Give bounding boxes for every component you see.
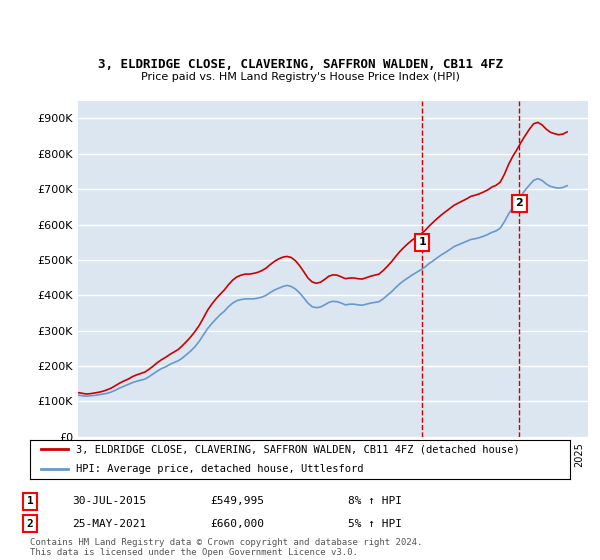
Text: 8% ↑ HPI: 8% ↑ HPI — [348, 496, 402, 506]
Text: 25-MAY-2021: 25-MAY-2021 — [72, 519, 146, 529]
Text: £660,000: £660,000 — [210, 519, 264, 529]
Text: 30-JUL-2015: 30-JUL-2015 — [72, 496, 146, 506]
Text: 2: 2 — [515, 198, 523, 208]
Text: 2: 2 — [26, 519, 34, 529]
Text: £549,995: £549,995 — [210, 496, 264, 506]
Text: HPI: Average price, detached house, Uttlesford: HPI: Average price, detached house, Uttl… — [76, 464, 364, 474]
Text: 3, ELDRIDGE CLOSE, CLAVERING, SAFFRON WALDEN, CB11 4FZ: 3, ELDRIDGE CLOSE, CLAVERING, SAFFRON WA… — [97, 58, 503, 71]
Text: 1: 1 — [26, 496, 34, 506]
Text: 1: 1 — [418, 237, 426, 248]
Text: 3, ELDRIDGE CLOSE, CLAVERING, SAFFRON WALDEN, CB11 4FZ (detached house): 3, ELDRIDGE CLOSE, CLAVERING, SAFFRON WA… — [76, 445, 520, 454]
Text: 5% ↑ HPI: 5% ↑ HPI — [348, 519, 402, 529]
Text: Contains HM Land Registry data © Crown copyright and database right 2024.
This d: Contains HM Land Registry data © Crown c… — [30, 538, 422, 557]
Text: Price paid vs. HM Land Registry's House Price Index (HPI): Price paid vs. HM Land Registry's House … — [140, 72, 460, 82]
